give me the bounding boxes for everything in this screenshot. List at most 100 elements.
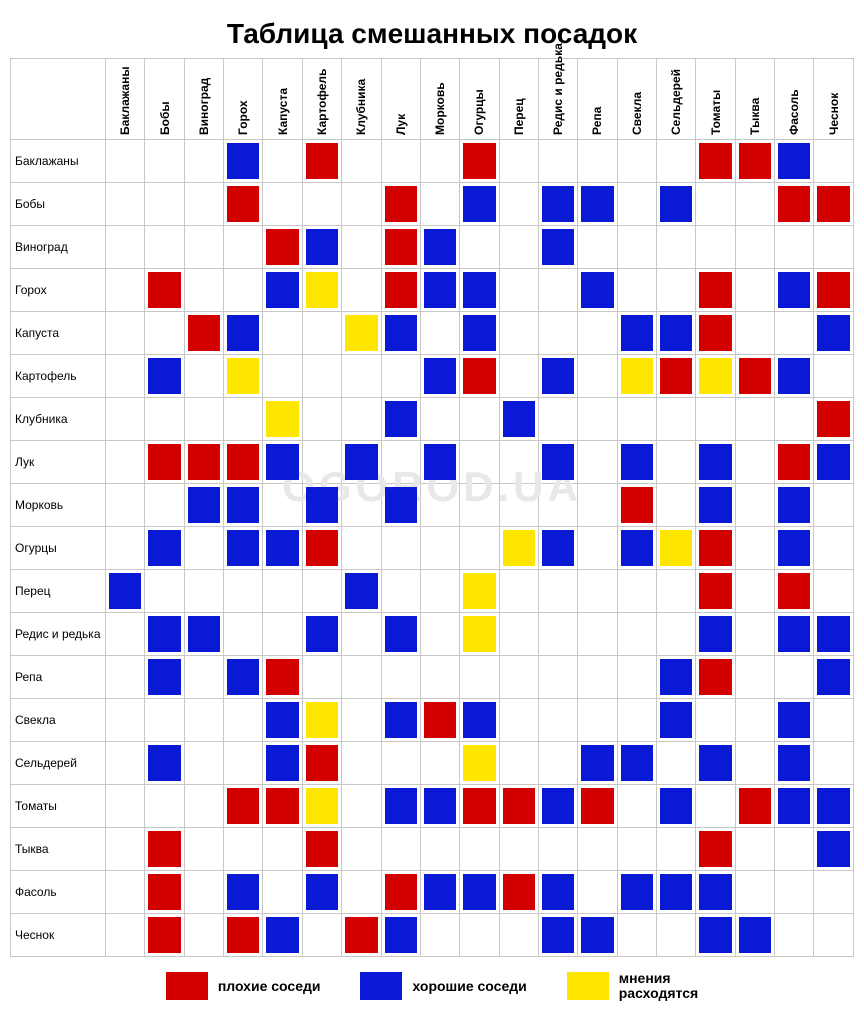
grid-cell [302,441,341,484]
grid-cell [775,226,814,269]
grid-cell [696,656,735,699]
col-header-label: Сельдерей [669,69,683,135]
grid-cell [145,269,184,312]
grid-cell [775,785,814,828]
grid-cell [460,441,499,484]
grid-cell [342,527,381,570]
grid-cell [578,527,617,570]
cell-fill [699,659,731,695]
grid-cell [657,871,696,914]
cell-fill [699,874,731,910]
grid-cell [775,613,814,656]
grid-cell [420,699,459,742]
cell-fill [817,616,850,652]
cell-fill [778,788,810,824]
grid-cell [224,355,263,398]
cell-fill [503,788,535,824]
grid-cell [735,699,774,742]
legend-swatch-good [360,972,402,1000]
grid-cell [578,613,617,656]
grid-cell [342,871,381,914]
row-header: Перец [11,570,106,613]
row-header: Бобы [11,183,106,226]
grid-cell [696,226,735,269]
col-header-label: Виноград [197,78,211,135]
cell-fill [817,272,850,308]
grid-cell [499,527,538,570]
col-header: Огурцы [460,59,499,140]
cell-fill [266,917,298,953]
grid-cell [381,785,420,828]
grid-cell [263,269,302,312]
cell-fill [188,616,220,652]
cell-fill [817,788,850,824]
cell-fill [306,788,338,824]
cell-fill [266,745,298,781]
grid-cell [224,527,263,570]
grid-cell [775,441,814,484]
grid-cell [145,656,184,699]
grid-cell [460,140,499,183]
grid-cell [696,312,735,355]
grid-table: БаклажаныБобыВиноградГорохКапустаКартофе… [10,58,854,957]
cell-fill [542,874,574,910]
row-header: Капуста [11,312,106,355]
grid-cell [617,613,656,656]
row-header: Свекла [11,699,106,742]
grid-cell [145,355,184,398]
cell-fill [463,358,495,394]
grid-cell [696,699,735,742]
grid-cell [538,570,577,613]
grid-cell [617,484,656,527]
legend-label-bad: плохие соседи [218,978,321,994]
grid-cell [617,355,656,398]
grid-cell [814,355,854,398]
grid-cell [499,656,538,699]
grid-cell [775,570,814,613]
col-header-label: Картофель [315,69,329,135]
grid-cell [224,269,263,312]
cell-fill [227,530,259,566]
grid-cell [342,312,381,355]
grid-cell [775,269,814,312]
col-header: Чеснок [814,59,854,140]
grid-cell [657,570,696,613]
cell-fill [424,874,456,910]
grid-cell [106,699,145,742]
grid-cell [499,226,538,269]
grid-cell [184,441,223,484]
grid-cell [342,570,381,613]
grid-cell [578,828,617,871]
col-header: Горох [224,59,263,140]
grid-cell [263,613,302,656]
cell-fill [345,917,377,953]
legend-swatch-bad [166,972,208,1000]
cell-fill [542,229,574,265]
legend-good: хорошие соседи [360,971,526,1000]
grid-cell [381,699,420,742]
grid-cell [499,785,538,828]
grid-cell [145,914,184,957]
grid-cell [184,398,223,441]
grid-cell [342,441,381,484]
grid-cell [696,441,735,484]
cell-fill [699,272,731,308]
grid-cell [578,226,617,269]
col-header: Тыква [735,59,774,140]
row-header: Баклажаны [11,140,106,183]
cell-fill [306,874,338,910]
col-header: Баклажаны [106,59,145,140]
grid-cell [617,785,656,828]
grid-cell [302,484,341,527]
grid-cell [499,183,538,226]
col-header: Свекла [617,59,656,140]
cell-fill [306,831,338,867]
grid-cell [775,656,814,699]
grid-cell [814,785,854,828]
grid-cell [302,269,341,312]
cell-fill [148,659,180,695]
grid-cell [499,441,538,484]
grid-cell [775,699,814,742]
grid-cell [538,183,577,226]
grid-cell [617,871,656,914]
